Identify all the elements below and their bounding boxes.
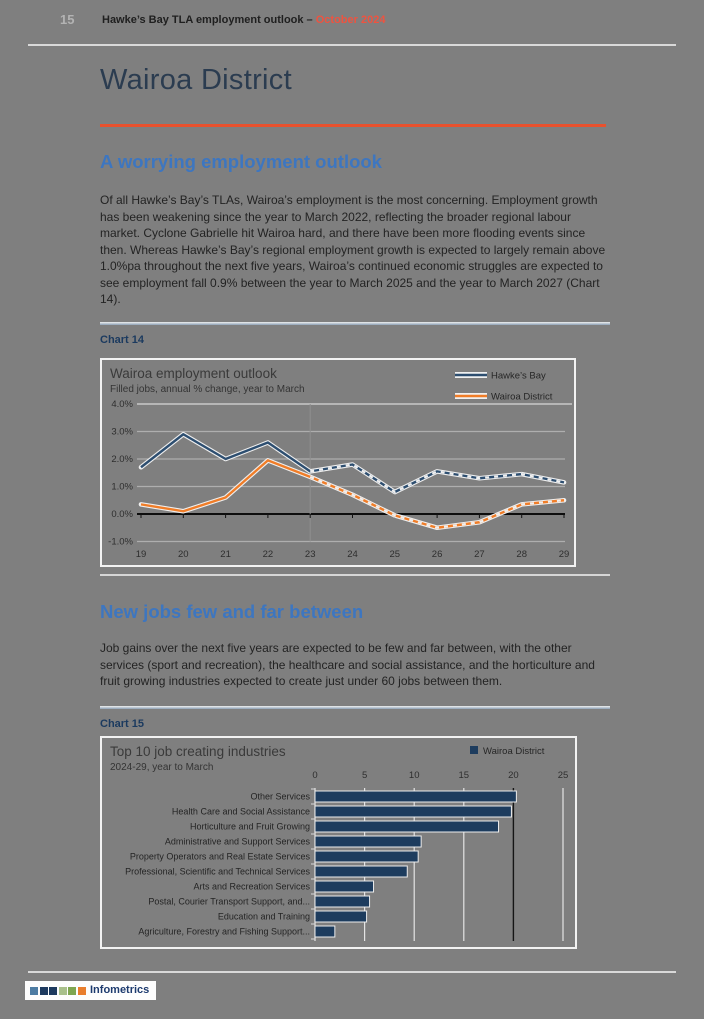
svg-text:10: 10 (409, 770, 420, 781)
employment-outlook-chart-frame: 4.0% 3.0% 2.0% 1.0% 0.0% -1.0% 19 20 21 22 23 24 25 2… (100, 358, 576, 567)
svg-text:-1.0%: -1.0% (108, 537, 133, 548)
footer-rule (28, 971, 676, 973)
logo-square-4 (58, 986, 67, 995)
chart-divider-2 (100, 706, 610, 709)
svg-text:20: 20 (508, 770, 519, 781)
svg-text:Health Care and Social Assista: Health Care and Social Assistance (172, 807, 310, 817)
svg-text:Arts and Recreation Services: Arts and Recreation Services (193, 882, 310, 892)
section-heading-1: A worrying employment outlook (100, 151, 382, 172)
svg-text:4.0%: 4.0% (111, 399, 133, 410)
logo-square-1 (30, 986, 38, 995)
job-creating-industries-bar-chart: 0 5 10 15 20 25 Other Services Health Care and … (125, 746, 569, 941)
svg-text:Property Operators and Real Es: Property Operators and Real Estate Servi… (130, 852, 311, 862)
svg-text:23: 23 (305, 549, 316, 560)
svg-text:1.0%: 1.0% (111, 482, 133, 493)
logo-square-3 (49, 986, 57, 995)
chart-label-1: Chart 14 (100, 334, 145, 346)
svg-text:24: 24 (347, 549, 358, 560)
running-header: Hawke’s Bay TLA employment outlook – Oct… (102, 14, 385, 26)
svg-text:Agriculture, Forestry and Fish: Agriculture, Forestry and Fishing Suppor… (138, 927, 310, 937)
chart-divider-1 (100, 322, 610, 325)
infometrics-logo: Infometrics (25, 981, 157, 1000)
svg-text:29: 29 (559, 549, 570, 560)
bar-chart-title: Top 10 job creating industries (110, 744, 286, 759)
logo-square-5 (68, 986, 76, 995)
page-number: 15 (60, 12, 75, 27)
page-title: Wairoa District (100, 64, 292, 96)
svg-text:26: 26 (432, 549, 443, 560)
logo-wordmark: Infometrics (90, 984, 150, 996)
line-chart-title: Wairoa employment outlook (110, 366, 277, 381)
svg-text:27: 27 (474, 549, 485, 560)
svg-text:0: 0 (312, 770, 317, 781)
svg-text:Administrative and Support Ser: Administrative and Support Services (165, 837, 311, 847)
svg-text:Horticulture and Fruit Growing: Horticulture and Fruit Growing (190, 822, 310, 832)
svg-text:22: 22 (263, 549, 274, 560)
svg-text:3.0%: 3.0% (111, 427, 133, 438)
svg-text:25: 25 (390, 549, 401, 560)
svg-text:Wairoa District: Wairoa District (483, 746, 545, 757)
svg-text:Professional, Scientific and T: Professional, Scientific and Technical S… (125, 867, 310, 877)
chart-label-2: Chart 15 (100, 718, 145, 730)
svg-text:19: 19 (136, 549, 147, 560)
running-header-title: Hawke’s Bay TLA employment outlook – (102, 14, 316, 26)
logo-square-6 (77, 986, 86, 995)
chart-shadow-rule (100, 574, 610, 576)
logo-square-2 (39, 986, 48, 995)
svg-text:Hawke’s Bay: Hawke’s Bay (491, 371, 546, 382)
section-heading-2: New jobs few and far between (100, 601, 364, 622)
line-chart-subtitle: Filled jobs, annual % change, year to Ma… (110, 384, 305, 395)
svg-text:Wairoa District: Wairoa District (491, 392, 553, 403)
svg-text:21: 21 (220, 549, 231, 560)
svg-text:15: 15 (459, 770, 470, 781)
header-rule (28, 44, 676, 46)
accent-rule (100, 124, 606, 127)
svg-text:2.0%: 2.0% (111, 454, 133, 465)
section-paragraph-2: Job gains over the next five years are e… (100, 641, 595, 688)
bar-chart-subtitle: 2024-29, year to March (110, 762, 214, 773)
svg-text:Postal, Courier Transport Supp: Postal, Courier Transport Support, and..… (148, 897, 310, 907)
svg-text:25: 25 (558, 770, 569, 781)
employment-outlook-line-chart: 4.0% 3.0% 2.0% 1.0% 0.0% -1.0%19 20 21 22 23 24 25 2… (108, 371, 572, 560)
svg-text:28: 28 (516, 549, 527, 560)
svg-text:0.0%: 0.0% (111, 509, 133, 520)
running-header-date: October 2024 (315, 14, 386, 26)
svg-text:20: 20 (178, 549, 189, 560)
job-industries-chart-frame: 0 5 10 15 20 25 Other Services Health Care and … (100, 736, 577, 949)
svg-text:Other Services: Other Services (250, 792, 310, 802)
svg-text:Education and Training: Education and Training (218, 912, 310, 922)
svg-text:5: 5 (362, 770, 367, 781)
section-paragraph-1: Of all Hawke’s Bay’s TLAs, Wairoa’s empl… (100, 193, 606, 306)
